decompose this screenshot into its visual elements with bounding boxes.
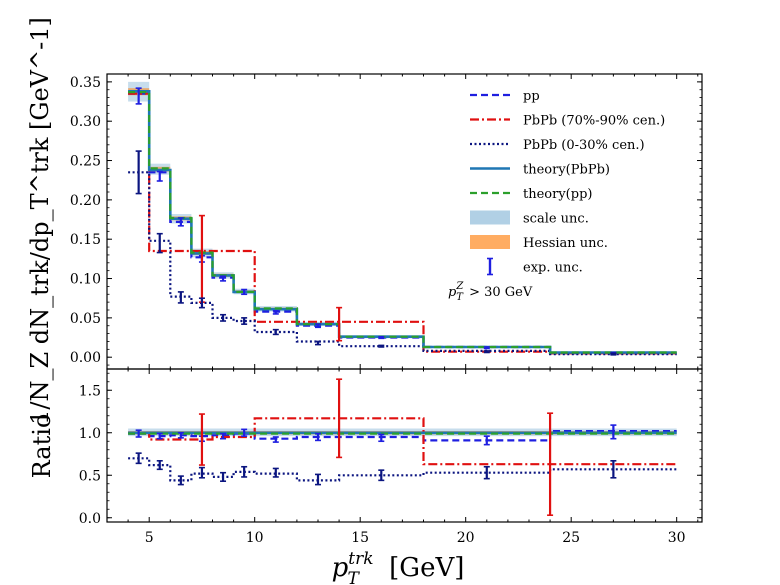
- x-axis-title-sub: T: [348, 569, 361, 585]
- y-axis-title-top: 1/N_Z dN_trk/dp_T^trk [GeV^-1]: [26, 17, 54, 425]
- legend-entry: pp: [470, 89, 540, 104]
- error-bars-pbpb-0-30-cen-: [135, 452, 617, 486]
- y-tick-label: 1.0: [79, 426, 101, 442]
- y-tick-label: 0.0: [79, 511, 101, 527]
- y-tick-label: 0.00: [70, 350, 101, 366]
- legend-label: PbPb (0-30% cen.): [523, 138, 645, 153]
- series-line-theory-pp-: [128, 91, 677, 354]
- x-tick-label: 25: [562, 530, 580, 546]
- y-axis-title-bottom: Ratio: [28, 414, 56, 479]
- plot-area: [128, 81, 677, 356]
- annotation-sup: Z: [455, 281, 464, 292]
- y-tick-label: 0.15: [70, 232, 101, 248]
- x-tick-label: 20: [457, 530, 475, 546]
- legend-label: PbPb (70%-90% cen.): [523, 114, 665, 129]
- x-axis-title-unit: [GeV]: [381, 553, 464, 583]
- legend-annotation: pZ T > 30 GeV: [448, 281, 533, 303]
- series-line-pbpb-70-90-cen-: [128, 92, 677, 355]
- legend-label: pp: [523, 89, 540, 104]
- legend-entry: PbPb (70%-90% cen.): [470, 114, 665, 129]
- annotation-sub: T: [456, 292, 464, 303]
- y-tick-label: 1.5: [79, 383, 101, 399]
- legend-swatch-band: [470, 235, 510, 249]
- x-tick-label: 15: [351, 530, 369, 546]
- legend-label: exp. unc.: [523, 261, 583, 276]
- annotation-rest: > 30 GeV: [465, 285, 533, 300]
- legend-entry: exp. unc.: [487, 257, 583, 276]
- legend: pp PbPb (70%-90% cen.) PbPb (0-30% cen.) th…: [448, 89, 665, 303]
- series-line-pp: [128, 92, 677, 355]
- plot-area: [128, 378, 677, 517]
- plot-frame: [106, 368, 703, 523]
- error-bars-pbpb-70-90-cen-: [198, 214, 343, 342]
- y-tick-label: 0.20: [70, 193, 101, 209]
- y-tick-label: 0.05: [70, 311, 101, 327]
- x-axis-title: ptrk T [GeV]: [332, 549, 465, 585]
- legend-entry: PbPb (0-30% cen.): [470, 138, 645, 153]
- series-line-pbpb-70-90-cen-: [128, 417, 677, 466]
- x-tick-label: 5: [145, 530, 154, 546]
- legend-entry: Hessian unc.: [470, 235, 608, 251]
- legend-entry: theory(pp): [470, 187, 592, 202]
- y-tick-label: 0.5: [79, 468, 101, 484]
- y-tick-label: 0.25: [70, 154, 101, 170]
- series-line-pbpb-0-30-cen-: [128, 171, 677, 356]
- x-tick-label: 10: [246, 530, 264, 546]
- x-axis-title-main: p: [332, 553, 349, 583]
- x-tick-label: 30: [668, 530, 686, 546]
- y-tick-label: 0.30: [70, 114, 101, 130]
- series-line-theory-pbpb-: [128, 90, 677, 354]
- legend-entry: theory(PbPb): [470, 163, 610, 178]
- series-line-pbpb-0-30-cen-: [128, 457, 677, 482]
- legend-entry: scale unc.: [470, 210, 589, 227]
- legend-label: theory(PbPb): [523, 163, 610, 178]
- annotation-p: p: [448, 285, 457, 300]
- legend-label: theory(pp): [523, 187, 592, 202]
- legend-label: Hessian unc.: [523, 236, 608, 251]
- legend-swatch-band: [470, 210, 510, 225]
- x-axis-title-sup: trk: [348, 549, 373, 569]
- error-bars-pp: [135, 424, 617, 446]
- error-bars-pbpb-70-90-cen-: [198, 378, 554, 517]
- panel-bottom: 0.0 0.5 1.0 1.5: [79, 368, 703, 527]
- y-tick-label: 0.10: [70, 272, 101, 288]
- legend-label: scale unc.: [523, 212, 589, 227]
- error-bars-pbpb-0-30-cen-: [135, 150, 617, 356]
- y-tick-label: 0.35: [70, 75, 101, 91]
